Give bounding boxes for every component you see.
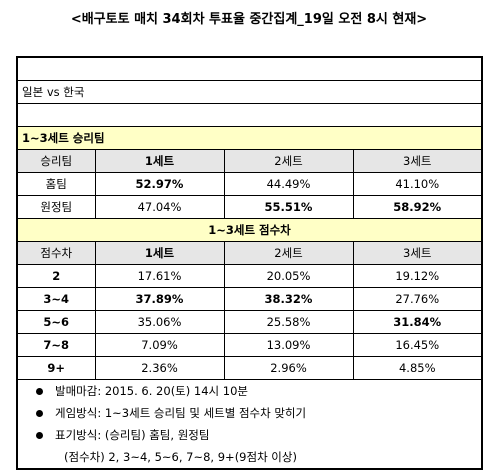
note-text: 표기방식: (승리팀) 홈팀, 원정팀 — [55, 428, 210, 442]
table-row: 원정팀 47.04% 55.51% 58.92% — [16, 195, 483, 219]
row-label: 홈팀 — [16, 172, 96, 196]
header-cell: 승리팀 — [16, 149, 96, 173]
value-cell: 55.51% — [223, 195, 354, 219]
note-item: 게임방식: 1~3세트 승리팀 및 세트별 점수차 맞히기 — [17, 402, 482, 424]
table-row: 3~4 37.89% 38.32% 27.76% — [16, 287, 483, 311]
note-text: 게임방식: 1~3세트 승리팀 및 세트별 점수차 맞히기 — [55, 406, 307, 420]
value-cell: 31.84% — [352, 310, 483, 334]
header-cell: 점수차 — [16, 241, 96, 265]
value-cell: 7.09% — [94, 333, 225, 357]
value-cell: 4.85% — [352, 356, 483, 380]
note-item: 표기방식: (승리팀) 홈팀, 원정팀 — [17, 424, 482, 446]
table-row: 홈팀 52.97% 44.49% 41.10% — [16, 172, 483, 196]
value-cell: 2.36% — [94, 356, 225, 380]
bullet-icon — [36, 387, 43, 395]
value-cell: 44.49% — [223, 172, 354, 196]
value-cell: 38.32% — [223, 287, 354, 311]
page-title: <배구토토 매치 34회차 투표율 중간집계_19일 오전 8시 현재> — [70, 12, 428, 27]
value-cell: 20.05% — [223, 264, 354, 288]
table-row: 7~8 7.09% 13.09% 16.45% — [16, 333, 483, 357]
header-cell: 1세트 — [94, 241, 225, 265]
row-label: 5~6 — [16, 310, 96, 334]
value-cell: 2.96% — [223, 356, 354, 380]
value-cell: 37.89% — [94, 287, 225, 311]
row-label: 7~8 — [16, 333, 96, 357]
table-row: 5~6 35.06% 25.58% 31.84% — [16, 310, 483, 334]
row-label: 2 — [16, 264, 96, 288]
header-cell: 3세트 — [352, 241, 483, 265]
section-score-title: 1~3세트 점수차 — [16, 218, 483, 242]
value-cell: 58.92% — [352, 195, 483, 219]
vote-rate-table: 일본 vs 한국 1~3세트 승리팀 승리팀 1세트 2세트 3세트 홈팀 52… — [16, 56, 483, 470]
bullet-icon — [36, 409, 43, 417]
value-cell: 27.76% — [352, 287, 483, 311]
note-continuation: (점수차) 2, 3~4, 5~6, 7~8, 9+(9점차 이상) — [64, 450, 297, 464]
value-cell: 41.10% — [352, 172, 483, 196]
header-cell: 3세트 — [352, 149, 483, 173]
row-label: 3~4 — [16, 287, 96, 311]
header-cell: 2세트 — [223, 149, 354, 173]
value-cell: 52.97% — [94, 172, 225, 196]
note-item: 발매마감: 2015. 6. 20(토) 14시 10분 — [17, 379, 482, 402]
value-cell: 16.45% — [352, 333, 483, 357]
bullet-icon — [36, 431, 43, 439]
note-text: 발매마감: 2015. 6. 20(토) 14시 10분 — [55, 384, 248, 398]
row-label: 원정팀 — [16, 195, 96, 219]
value-cell: 47.04% — [94, 195, 225, 219]
header-cell: 2세트 — [223, 241, 354, 265]
page: <배구토토 매치 34회차 투표율 중간집계_19일 오전 8시 현재> 일본 … — [16, 12, 483, 470]
value-cell: 19.12% — [352, 264, 483, 288]
match-title: 일본 vs 한국 — [16, 80, 483, 104]
value-cell: 25.58% — [223, 310, 354, 334]
value-cell: 13.09% — [223, 333, 354, 357]
table-row: 9+ 2.36% 2.96% 4.85% — [16, 356, 483, 380]
table-row: 2 17.61% 20.05% 19.12% — [16, 264, 483, 288]
header-cell: 1세트 — [94, 149, 225, 173]
note-item: (점수차) 2, 3~4, 5~6, 7~8, 9+(9점차 이상) — [17, 446, 482, 469]
value-cell: 17.61% — [94, 264, 225, 288]
value-cell: 35.06% — [94, 310, 225, 334]
row-label: 9+ — [16, 356, 96, 380]
section-winner-title: 1~3세트 승리팀 — [16, 126, 483, 150]
